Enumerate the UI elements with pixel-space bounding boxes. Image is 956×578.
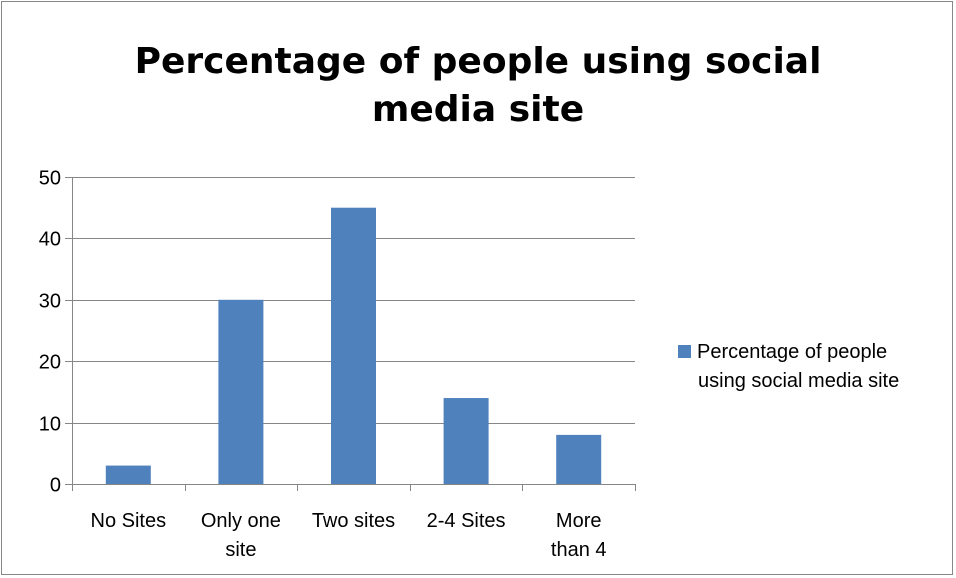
legend-label-line-2: using social media site [698, 370, 900, 392]
x-tick-label-1-line-1: Only one [201, 510, 281, 532]
y-tick-label-40: 40 [39, 229, 61, 251]
legend: Percentage of people using social media … [678, 338, 948, 396]
chart-title: Percentage of people using social media … [0, 38, 956, 134]
x-tick-label-4-line-1: More [556, 510, 602, 532]
y-tick-label-0: 0 [50, 475, 61, 497]
chart-title-line-2: media site [371, 89, 585, 130]
y-tick-label-30: 30 [39, 291, 61, 313]
bar-2 [331, 207, 376, 484]
bar-0 [105, 465, 151, 484]
legend-swatch [678, 345, 691, 358]
legend-label-line-1: Percentage of people [697, 341, 888, 363]
bar-1 [218, 299, 264, 484]
bar-3 [443, 398, 489, 484]
bar-4 [556, 434, 602, 484]
x-tick-label-3-line-1: 2-4 Sites [427, 510, 506, 532]
y-tick-label-50: 50 [39, 168, 61, 190]
x-tick-label-1-line-2: site [225, 539, 256, 561]
y-tick-label-20: 20 [39, 352, 61, 374]
y-tick-label-10: 10 [39, 414, 61, 436]
x-tick-label-4-line-2: than 4 [551, 539, 607, 561]
chart-title-line-1: Percentage of people using social [134, 41, 822, 82]
x-tick-label-0-line-1: No Sites [91, 510, 167, 532]
x-tick-label-2-line-1: Two sites [312, 510, 395, 532]
